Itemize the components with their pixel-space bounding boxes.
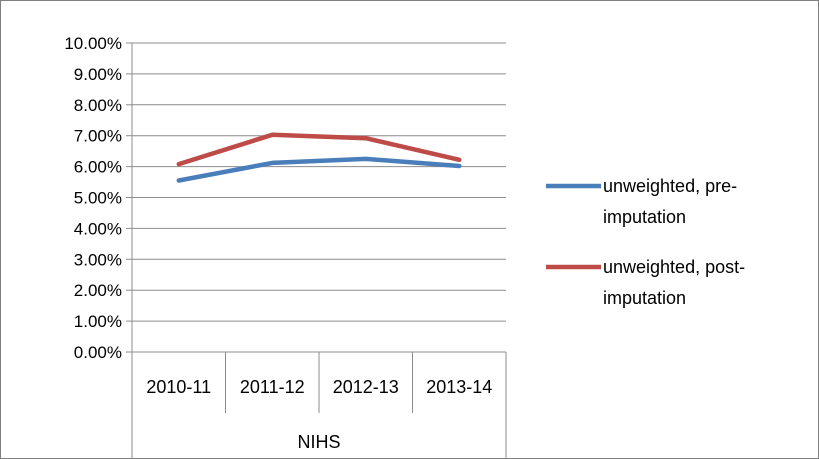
y-tick-label: 6.00% (74, 158, 122, 177)
y-tick-label: 1.00% (74, 312, 122, 331)
series-line-1 (176, 156, 462, 183)
data-point (365, 137, 367, 139)
y-tick-label: 10.00% (64, 34, 122, 53)
x-category-label: 2013-14 (426, 377, 492, 397)
x-category-label: 2010-11 (146, 377, 211, 397)
axis-labels: 0.00% 1.00% 2.00% 3.00% 4.00% 5.00% 6.00% 7.00%… (64, 34, 492, 452)
y-tick-label: 8.00% (74, 96, 122, 115)
y-tick-label: 4.00% (74, 219, 122, 238)
gridlines (132, 42, 506, 322)
data-point (271, 134, 273, 136)
data-point (458, 159, 460, 161)
y-tick-label: 7.00% (74, 127, 122, 146)
y-tick-label: 0.00% (74, 343, 122, 362)
y-tick-label: 3.00% (74, 250, 122, 269)
legend-label: imputation (603, 288, 686, 308)
data-point (458, 165, 460, 167)
series-lines (176, 132, 462, 183)
axes (126, 42, 507, 458)
x-group-label: NIHS (297, 432, 340, 452)
x-category-label: 2011-12 (240, 377, 305, 397)
y-tick-label: 9.00% (74, 65, 122, 84)
y-tick-label: 2.00% (74, 281, 122, 300)
data-point (178, 163, 180, 165)
data-point (178, 180, 180, 182)
legend-label: unweighted, post- (603, 257, 745, 277)
data-point (365, 158, 367, 160)
x-category-label: 2012-13 (333, 377, 399, 397)
series-line-2 (176, 132, 462, 167)
legend-label: imputation (603, 207, 686, 227)
legend-label: unweighted, pre- (603, 176, 737, 196)
data-point (271, 162, 273, 164)
legend: unweighted, pre-imputation unweighted, po… (546, 176, 745, 308)
y-tick-label: 5.00% (74, 189, 122, 208)
